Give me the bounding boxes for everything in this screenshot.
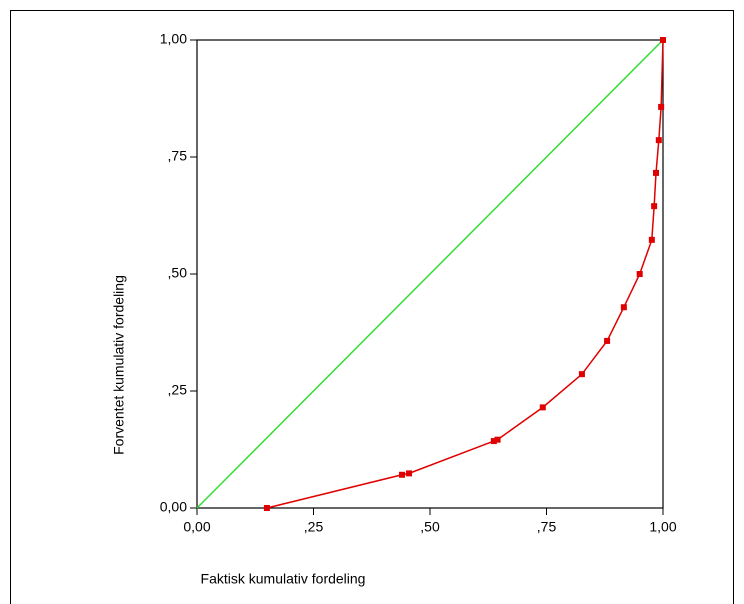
data-point: [578, 371, 585, 378]
data-line: [266, 39, 664, 509]
data-point: [604, 337, 611, 344]
data-point: [660, 37, 666, 43]
data-point: [620, 304, 627, 311]
reference-line: [196, 39, 664, 509]
x-tick-label: ,50: [420, 519, 440, 535]
data-point: [648, 236, 655, 243]
data-point: [653, 169, 660, 176]
data-point: [658, 103, 665, 110]
data-point: [636, 271, 643, 277]
data-point: [539, 404, 546, 411]
y-tick-label: 1,00: [160, 31, 187, 47]
data-point: [651, 203, 658, 210]
x-tick-label: 0,00: [183, 519, 210, 535]
y-tick-label: 0,00: [160, 499, 187, 515]
x-axis-label: Faktisk kumulativ fordeling: [201, 571, 366, 587]
data-point: [490, 438, 497, 445]
frame: [10, 10, 734, 604]
x-tick-label: ,25: [304, 519, 324, 535]
x-tick-label: 1,00: [649, 519, 676, 535]
data-point: [494, 436, 501, 443]
data-point: [655, 137, 662, 144]
y-axis-label: Forventet kumulativ fordeling: [111, 275, 127, 455]
data-point: [263, 505, 270, 511]
x-tick-label: ,75: [537, 519, 557, 535]
y-tick-label: ,25: [168, 382, 188, 398]
data-point: [399, 471, 406, 478]
y-tick-label: ,75: [168, 148, 188, 164]
y-tick-label: ,50: [168, 265, 188, 281]
data-point: [406, 470, 413, 477]
